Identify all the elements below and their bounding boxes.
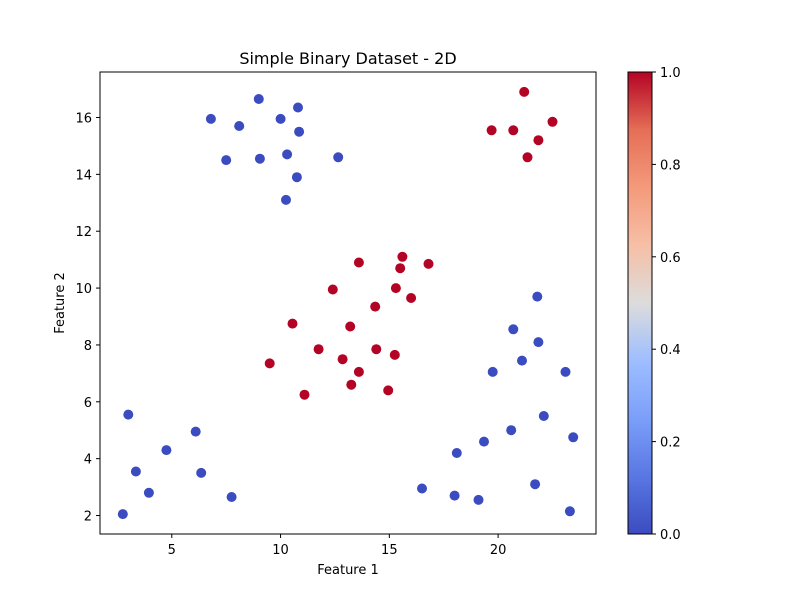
colorbar-tick-label: 0.8	[660, 158, 681, 173]
x-tick-label: 15	[381, 543, 398, 558]
y-tick-label: 10	[75, 282, 92, 297]
axes-frame	[99, 71, 597, 535]
class-1-point	[522, 152, 533, 163]
colorbar-tick-label: 1.0	[660, 66, 681, 81]
x-tick-label: 5	[168, 543, 176, 558]
y-tick-label: 14	[75, 168, 92, 183]
class-0-point	[294, 126, 305, 137]
class-0-point	[451, 448, 462, 458]
class-0-point	[281, 194, 291, 205]
class-0-point	[449, 490, 460, 501]
y-tick-label: 2	[84, 510, 92, 525]
colorbar-tick-label: 0.6	[660, 251, 681, 266]
class-1-point	[423, 258, 434, 269]
colorbar-ticks: 0.0 0.2 0.4 0.6 0.8 1.0	[652, 66, 681, 543]
points-layer	[117, 86, 579, 520]
class-0-point	[254, 153, 265, 164]
class-0-point	[530, 479, 541, 490]
class-1-point	[337, 354, 348, 365]
class-0-point	[564, 506, 575, 517]
class-1-point	[327, 284, 338, 295]
colorbar: 0.0 0.2 0.4 0.6 0.8 1.0	[627, 66, 681, 543]
class-1-point	[533, 135, 544, 146]
class-0-point	[533, 337, 544, 348]
class-0-point	[560, 366, 571, 377]
class-1-point	[345, 321, 356, 332]
class-0-point	[532, 291, 543, 302]
class-1-point	[397, 251, 408, 262]
class-0-point	[123, 409, 134, 420]
class-1-point	[406, 293, 417, 303]
chart-title: Simple Binary Dataset - 2D	[239, 49, 456, 68]
x-axis-label: Feature 1	[317, 563, 379, 578]
class-1-point	[519, 86, 530, 97]
class-0-point	[196, 467, 207, 478]
class-0-point	[282, 149, 293, 160]
class-0-point	[291, 172, 302, 183]
class-0-point	[130, 466, 141, 477]
class-1-point	[264, 358, 275, 369]
y-tick-label: 8	[84, 339, 92, 354]
x-axis-ticks: 5 10 15 20	[168, 534, 507, 558]
class-0-point	[506, 425, 517, 436]
class-1-point	[395, 263, 406, 274]
class-0-point	[117, 509, 128, 520]
class-1-point	[508, 125, 519, 136]
class-0-point	[479, 436, 489, 447]
class-1-point	[390, 283, 401, 294]
class-0-point	[234, 121, 245, 131]
y-tick-label: 16	[75, 111, 92, 126]
colorbar-tick-label: 0.4	[660, 343, 681, 358]
colorbar-tick-label: 0.0	[660, 528, 681, 543]
class-0-point	[417, 483, 427, 494]
class-1-point	[371, 344, 382, 355]
class-1-point	[313, 344, 324, 355]
x-tick-label: 10	[272, 543, 289, 558]
class-1-point	[486, 125, 497, 136]
class-0-point	[226, 492, 237, 502]
class-0-point	[143, 487, 154, 498]
class-0-point	[487, 366, 498, 377]
class-1-point	[370, 301, 381, 312]
class-0-point	[221, 155, 232, 166]
class-0-point	[275, 113, 286, 124]
y-tick-label: 6	[84, 396, 92, 411]
x-tick-label: 20	[490, 543, 507, 558]
class-0-point	[253, 94, 264, 104]
class-1-point	[346, 379, 357, 390]
class-1-point	[547, 116, 558, 127]
class-0-point	[205, 113, 216, 124]
class-1-point	[389, 349, 400, 360]
class-1-point	[287, 318, 298, 329]
class-1-point	[383, 385, 394, 396]
class-0-point	[517, 355, 527, 366]
class-0-point	[473, 494, 484, 505]
class-0-point	[161, 445, 172, 456]
class-0-point	[538, 411, 549, 421]
class-1-point	[299, 389, 310, 400]
y-axis-label: Feature 2	[53, 272, 68, 334]
class-0-point	[508, 324, 519, 335]
class-1-point	[353, 366, 364, 377]
plot-area	[99, 71, 597, 535]
class-0-point	[333, 152, 344, 163]
class-0-point	[190, 426, 201, 437]
y-tick-label: 12	[75, 225, 92, 240]
colorbar-gradient	[627, 71, 653, 535]
y-axis-ticks: 2 4 6 8 10 12 14 16	[75, 111, 100, 525]
colorbar-tick-label: 0.2	[660, 436, 681, 451]
class-0-point	[293, 102, 303, 113]
class-1-point	[353, 257, 364, 268]
class-0-point	[568, 432, 579, 443]
y-tick-label: 4	[84, 453, 92, 468]
